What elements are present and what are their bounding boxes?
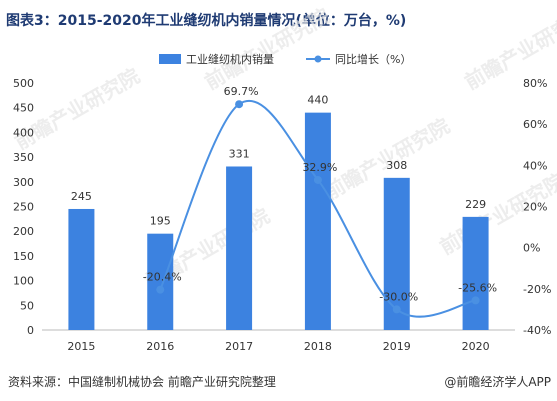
growth-value-label: 32.9% <box>302 161 337 174</box>
x-tick-label: 2017 <box>225 340 253 353</box>
x-tick-label: 2020 <box>462 340 490 353</box>
growth-value-label: 69.7% <box>224 85 259 98</box>
bar-value-label: 440 <box>307 94 328 107</box>
brand-credit: @前瞻经济学人APP <box>444 375 551 389</box>
y-right-tick-label: 40% <box>523 159 547 172</box>
y-left-tick-label: 150 <box>13 250 34 263</box>
bar-value-label: 195 <box>150 215 171 228</box>
growth-point <box>471 296 480 305</box>
bar <box>226 166 253 330</box>
y-left-tick-label: 500 <box>13 77 34 90</box>
x-tick-label: 2019 <box>383 340 411 353</box>
y-left-tick-label: 0 <box>27 324 34 337</box>
y-right-tick-label: 60% <box>523 118 547 131</box>
x-tick-label: 2018 <box>304 340 332 353</box>
bar <box>383 177 410 330</box>
legend-bar-label: 工业缝纫机内销量 <box>186 52 274 66</box>
legend-line-marker <box>314 55 322 63</box>
y-left-tick-label: 450 <box>13 102 34 115</box>
y-right-tick-label: 20% <box>523 201 547 214</box>
bar-value-label: 308 <box>386 159 407 172</box>
y-left-tick-label: 100 <box>13 275 34 288</box>
x-tick-label: 2016 <box>146 340 174 353</box>
growth-point <box>313 175 322 184</box>
watermark-logo: 前瞻产业研究院 <box>201 4 334 95</box>
bar <box>68 208 95 330</box>
bar-value-label: 245 <box>71 190 92 203</box>
y-left-tick-label: 350 <box>13 151 34 164</box>
y-left-tick-label: 250 <box>13 201 34 214</box>
y-left-tick-label: 300 <box>13 176 34 189</box>
growth-value-label: -30.0% <box>379 290 418 303</box>
y-right-tick-label: 80% <box>523 77 547 90</box>
y-left-tick-label: 200 <box>13 225 34 238</box>
y-right-tick-label: -20% <box>523 283 551 296</box>
x-tick-label: 2015 <box>67 340 95 353</box>
growth-point <box>235 100 244 109</box>
y-right-tick-label: 0% <box>523 242 540 255</box>
growth-point <box>392 305 401 314</box>
legend-line-label: 同比增长（%） <box>335 52 411 66</box>
y-left-tick-label: 50 <box>20 299 34 312</box>
growth-value-label: -25.6% <box>458 281 497 294</box>
y-left-tick-label: 400 <box>13 126 34 139</box>
bar-value-label: 229 <box>465 198 486 211</box>
source-note: 资料来源：中国缝制机械协会 前瞻产业研究院整理 <box>8 375 276 389</box>
growth-value-label: -20.4% <box>143 271 182 284</box>
bar <box>462 216 489 330</box>
bar <box>147 233 174 330</box>
chart-title: 图表3：2015-2020年工业缝纫机内销量情况(单位：万台，%) <box>6 13 407 29</box>
bar <box>304 112 331 330</box>
growth-point <box>156 285 165 294</box>
growth-line <box>159 100 476 318</box>
legend-bar-swatch <box>159 54 181 64</box>
bar-value-label: 331 <box>229 147 250 160</box>
y-right-tick-label: -40% <box>523 324 551 337</box>
